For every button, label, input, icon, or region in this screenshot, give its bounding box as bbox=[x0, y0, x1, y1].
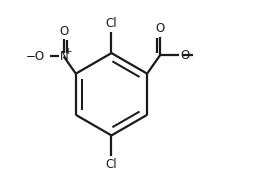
Text: −O: −O bbox=[26, 50, 45, 63]
Text: +: + bbox=[64, 47, 72, 56]
Text: O: O bbox=[156, 22, 165, 35]
Text: O: O bbox=[59, 25, 68, 38]
Text: N: N bbox=[59, 50, 68, 63]
Text: Cl: Cl bbox=[106, 158, 117, 171]
Text: Cl: Cl bbox=[106, 17, 117, 30]
Text: O: O bbox=[180, 49, 189, 62]
